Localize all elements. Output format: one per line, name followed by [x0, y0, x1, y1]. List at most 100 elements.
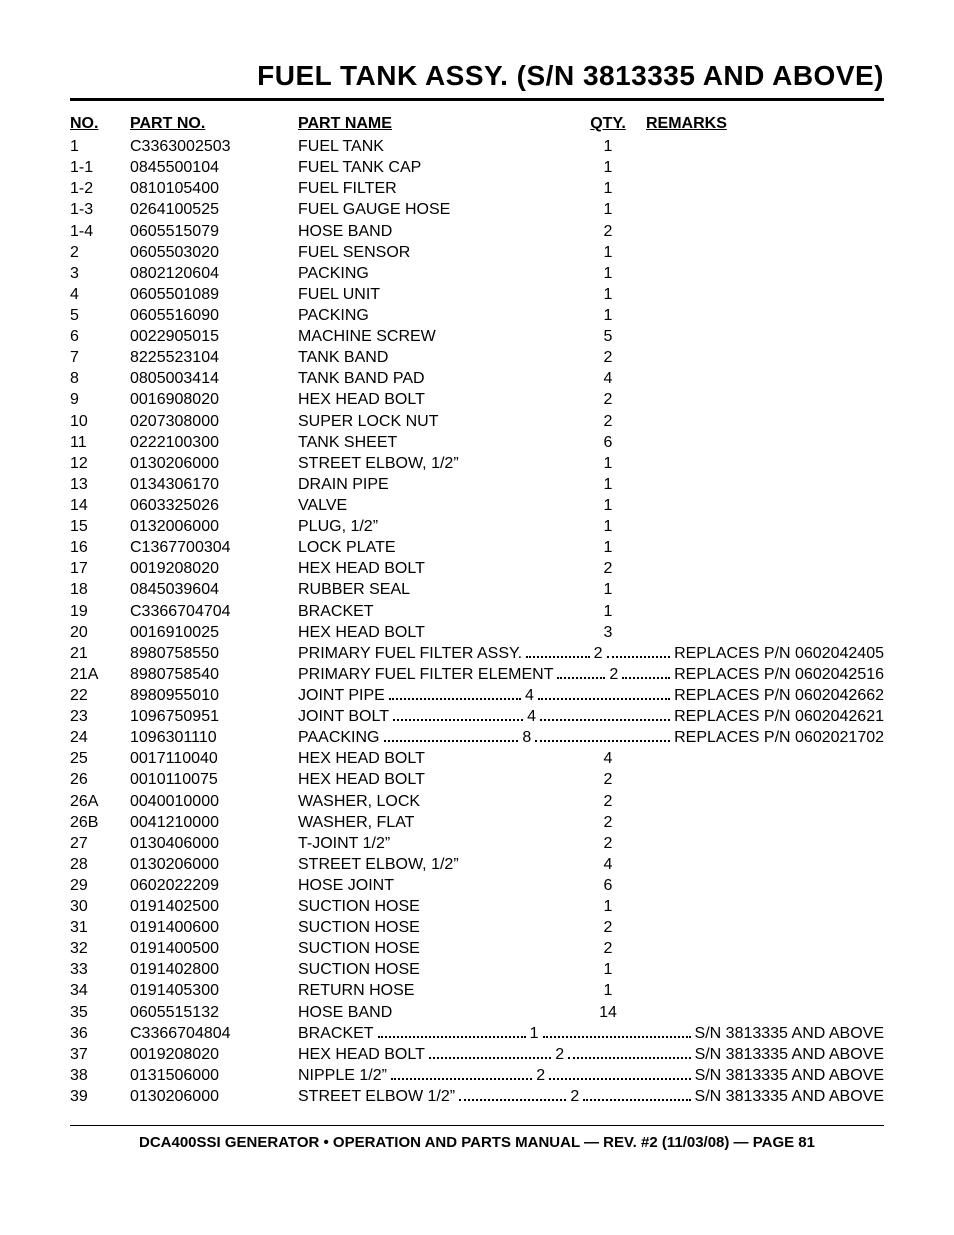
table-row: 19C3366704704BRACKET1 [70, 601, 884, 622]
cell-partname: PAACKING [298, 727, 380, 748]
leader-dots [389, 688, 521, 700]
cell-partno: 0131506000 [130, 1065, 298, 1086]
cell-qty: 1 [578, 453, 638, 474]
cell-partname: FUEL TANK CAP [298, 157, 578, 178]
cell-qty: 1 [578, 959, 638, 980]
cell-partname: RETURN HOSE [298, 980, 578, 1001]
table-row: 130134306170DRAIN PIPE1 [70, 474, 884, 495]
table-row: 20605503020FUEL SENSOR1 [70, 242, 884, 263]
table-row: 120130206000STREET ELBOW, 1/2”1 [70, 453, 884, 474]
cell-partname: SUCTION HOSE [298, 896, 578, 917]
cell-partname: WASHER, LOCK [298, 791, 578, 812]
cell-no: 1-3 [70, 199, 130, 220]
cell-no: 33 [70, 959, 130, 980]
cell-partno: 0810105400 [130, 178, 298, 199]
cell-partno: 0845500104 [130, 157, 298, 178]
cell-qty: 4 [578, 854, 638, 875]
cell-partname: SUCTION HOSE [298, 959, 578, 980]
cell-partno: C3363002503 [130, 136, 298, 157]
table-row: 290602022209HOSE JOINT6 [70, 875, 884, 896]
cell-partno: 0130206000 [130, 854, 298, 875]
cell-qty: 2 [578, 917, 638, 938]
table-row: 110222100300TANK SHEET6 [70, 432, 884, 453]
cell-no: 37 [70, 1044, 130, 1065]
header-partno: PART NO. [130, 113, 298, 134]
cell-partno: 0130206000 [130, 1086, 298, 1107]
cell-partno: 1096750951 [130, 706, 298, 727]
cell-partno: 0191405300 [130, 980, 298, 1001]
cell-partno: 0264100525 [130, 199, 298, 220]
cell-qty: 1 [578, 601, 638, 622]
cell-no: 34 [70, 980, 130, 1001]
table-row: 380131506000NIPPLE 1/2”2S/N 3813335 AND … [70, 1065, 884, 1086]
cell-no: 26B [70, 812, 130, 833]
cell-partname: FUEL FILTER [298, 178, 578, 199]
table-row: 78225523104TANK BAND2 [70, 347, 884, 368]
page-title: FUEL TANK ASSY. (S/N 3813335 AND ABOVE) [70, 60, 884, 92]
cell-partname: T-JOINT 1/2” [298, 833, 578, 854]
cell-no: 28 [70, 854, 130, 875]
cell-partno: 0040010000 [130, 791, 298, 812]
cell-partno: 0041210000 [130, 812, 298, 833]
cell-remarks: REPLACES P/N 0602042516 [674, 664, 884, 685]
cell-partname: NIPPLE 1/2” [298, 1065, 387, 1086]
cell-no: 36 [70, 1023, 130, 1044]
table-row: 370019208020HEX HEAD BOLT2S/N 3813335 AN… [70, 1044, 884, 1065]
footer-rule [70, 1125, 884, 1126]
cell-qty: 4 [527, 706, 536, 727]
cell-no: 29 [70, 875, 130, 896]
cell-partno: 0191402800 [130, 959, 298, 980]
cell-qty: 1 [578, 537, 638, 558]
cell-partname: HOSE BAND [298, 221, 578, 242]
cell-partno: 8980955010 [130, 685, 298, 706]
cell-partname: STREET ELBOW 1/2” [298, 1086, 455, 1107]
table-row: 1-40605515079HOSE BAND2 [70, 221, 884, 242]
cell-no: 5 [70, 305, 130, 326]
cell-qty: 1 [578, 896, 638, 917]
cell-no: 31 [70, 917, 130, 938]
cell-qty: 2 [578, 938, 638, 959]
leader-dots [549, 1068, 690, 1080]
cell-remarks: S/N 3813335 AND ABOVE [695, 1023, 884, 1044]
cell-qty: 14 [578, 1002, 638, 1023]
cell-partname: HEX HEAD BOLT [298, 389, 578, 410]
cell-partname: STREET ELBOW, 1/2” [298, 854, 578, 875]
leader-dots [543, 1026, 691, 1038]
table-row: 50605516090PACKING1 [70, 305, 884, 326]
cell-qty: 5 [578, 326, 638, 347]
cell-partno: 0191402500 [130, 896, 298, 917]
leader-dots [607, 646, 671, 658]
cell-qty: 2 [536, 1065, 545, 1086]
table-row: 1C3363002503FUEL TANK1 [70, 136, 884, 157]
cell-partno: 0132006000 [130, 516, 298, 537]
cell-partname: PRIMARY FUEL FILTER ASSY. [298, 643, 522, 664]
cell-qty: 2 [578, 791, 638, 812]
cell-partname: BRACKET [298, 1023, 374, 1044]
cell-partno: 0845039604 [130, 579, 298, 600]
cell-no: 3 [70, 263, 130, 284]
cell-qty: 4 [578, 748, 638, 769]
cell-qty: 2 [570, 1086, 579, 1107]
cell-qty: 2 [578, 221, 638, 242]
cell-qty: 2 [578, 389, 638, 410]
cell-qty: 1 [578, 284, 638, 305]
table-row: 218980758550PRIMARY FUEL FILTER ASSY.2RE… [70, 643, 884, 664]
table-row: 90016908020HEX HEAD BOLT2 [70, 389, 884, 410]
cell-qty: 1 [578, 474, 638, 495]
table-row: 80805003414TANK BAND PAD4 [70, 368, 884, 389]
cell-partno: 0222100300 [130, 432, 298, 453]
table-row: 340191405300RETURN HOSE1 [70, 980, 884, 1001]
cell-remarks: S/N 3813335 AND ABOVE [695, 1086, 884, 1107]
cell-remarks: REPLACES P/N 0602042662 [674, 685, 884, 706]
table-row: 350605515132HOSE BAND14 [70, 1002, 884, 1023]
cell-partno: 0191400600 [130, 917, 298, 938]
cell-no: 25 [70, 748, 130, 769]
cell-no: 16 [70, 537, 130, 558]
table-row: 228980955010JOINT PIPE4REPLACES P/N 0602… [70, 685, 884, 706]
cell-partno: 0019208020 [130, 1044, 298, 1065]
table-header-row: NO. PART NO. PART NAME QTY. REMARKS [70, 113, 884, 134]
cell-no: 27 [70, 833, 130, 854]
table-row: 180845039604RUBBER SEAL1 [70, 579, 884, 600]
leader-dots [568, 1047, 690, 1059]
table-row: 330191402800SUCTION HOSE1 [70, 959, 884, 980]
